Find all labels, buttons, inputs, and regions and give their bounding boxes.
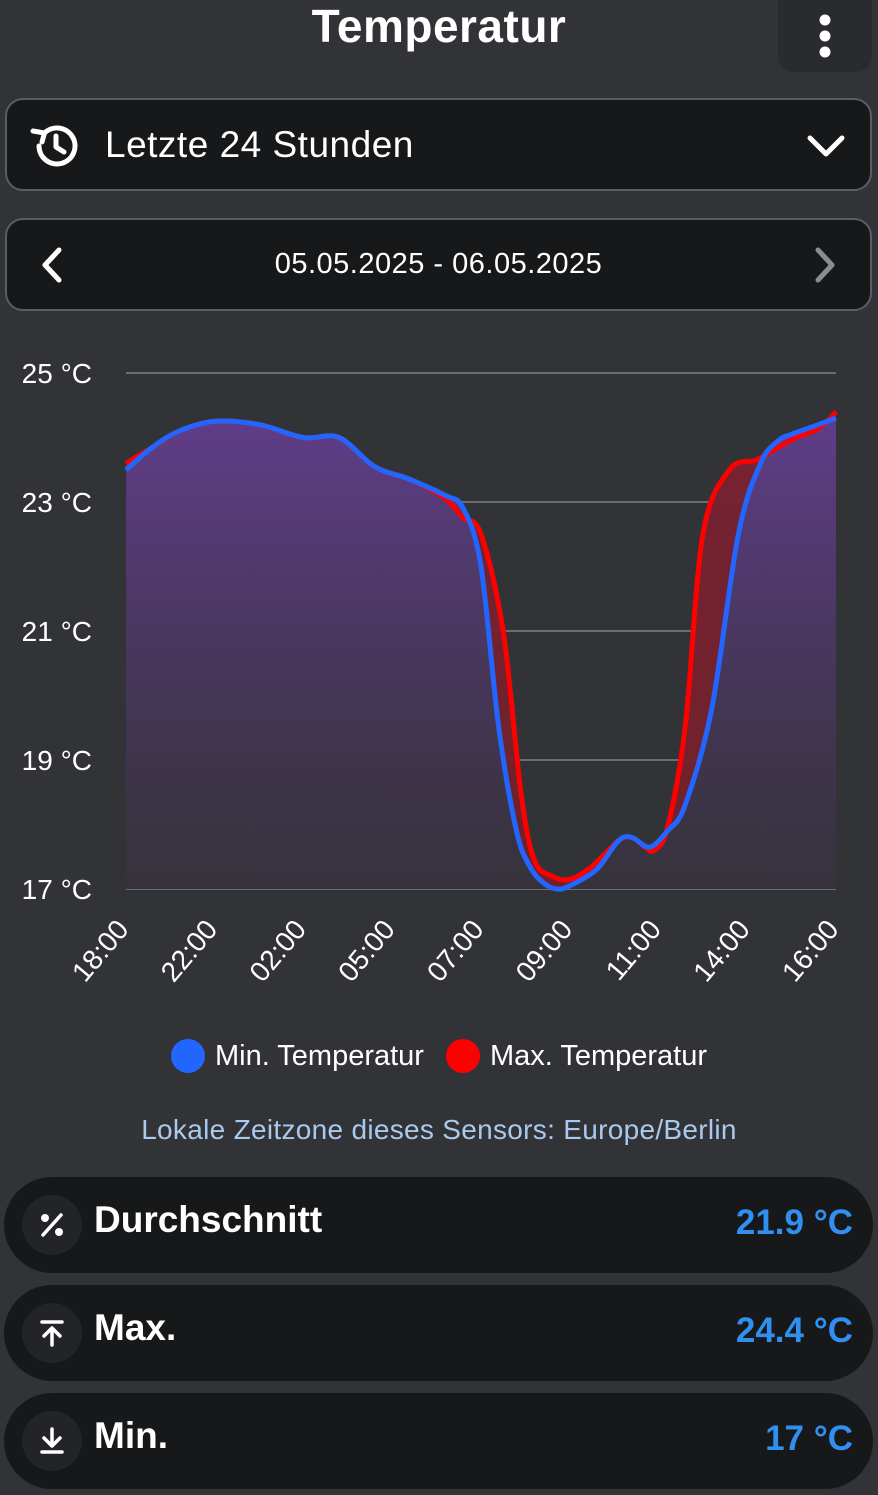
page-title: Temperatur xyxy=(311,0,567,52)
chart-legend: Min. Temperatur Max. Temperatur xyxy=(0,1036,878,1076)
chevron-down-icon xyxy=(807,135,845,157)
timezone-note: Lokale Zeitzone dieses Sensors: Europe/B… xyxy=(141,1114,737,1145)
stat-average: Durchschnitt 21.9 °C xyxy=(4,1177,873,1273)
x-tick-label: 16:00 xyxy=(776,914,845,988)
x-tick-label: 22:00 xyxy=(155,914,224,988)
legend-dot-min xyxy=(170,1039,205,1073)
more-vertical-icon xyxy=(819,14,831,58)
x-tick-label: 02:00 xyxy=(243,914,312,988)
y-tick-label: 21 °C xyxy=(22,616,92,647)
chevron-left-icon[interactable] xyxy=(27,240,77,290)
chevron-right-icon[interactable] xyxy=(800,240,850,290)
percent-icon xyxy=(22,1195,82,1255)
x-tick-label: 18:00 xyxy=(66,914,135,988)
y-tick-label: 23 °C xyxy=(22,487,92,518)
temperature-chart: 25 °C 23 °C 21 °C 19 °C 17 °C 18:00 22:00 02:0… xyxy=(22,358,845,988)
x-tick-label: 09:00 xyxy=(510,914,579,988)
stat-max-label: Max. xyxy=(94,1307,177,1348)
stat-min-value: 17 °C xyxy=(765,1419,853,1458)
date-range-text: 05.05.2025 - 06.05.2025 xyxy=(274,248,603,280)
stat-average-label: Durchschnitt xyxy=(94,1199,323,1240)
stat-max: Max. 24.4 °C xyxy=(4,1285,873,1381)
legend-item-max[interactable]: Max. Temperatur xyxy=(445,1039,708,1073)
x-tick-label: 14:00 xyxy=(687,914,756,988)
legend-dot-max xyxy=(445,1039,480,1073)
y-tick-label: 17 °C xyxy=(22,874,92,905)
x-tick-label: 11:00 xyxy=(600,914,667,986)
series-line-min xyxy=(124,415,837,892)
stat-min-label: Min. xyxy=(94,1415,168,1456)
legend-item-min[interactable]: Min. Temperatur xyxy=(170,1039,424,1073)
y-tick-label: 19 °C xyxy=(22,745,92,776)
arrow-down-to-line-icon xyxy=(22,1411,82,1471)
more-menu-button[interactable] xyxy=(778,0,872,72)
legend-label-min: Min. Temperatur xyxy=(214,1039,424,1072)
time-range-select[interactable]: Letzte 24 Stunden xyxy=(5,98,872,191)
x-tick-label: 05:00 xyxy=(332,914,401,988)
arrow-up-to-line-icon xyxy=(22,1303,82,1363)
legend-label-max: Max. Temperatur xyxy=(489,1039,708,1072)
stat-max-value: 24.4 °C xyxy=(735,1311,853,1350)
history-icon xyxy=(30,125,78,167)
date-range-navigator: 05.05.2025 - 06.05.2025 xyxy=(5,218,872,311)
stat-average-value: 21.9 °C xyxy=(735,1203,853,1242)
x-tick-label: 07:00 xyxy=(421,914,490,988)
y-tick-label: 25 °C xyxy=(22,358,92,389)
time-range-label: Letzte 24 Stunden xyxy=(105,124,414,165)
stat-min: Min. 17 °C xyxy=(4,1393,873,1489)
area-under-min xyxy=(126,418,836,890)
